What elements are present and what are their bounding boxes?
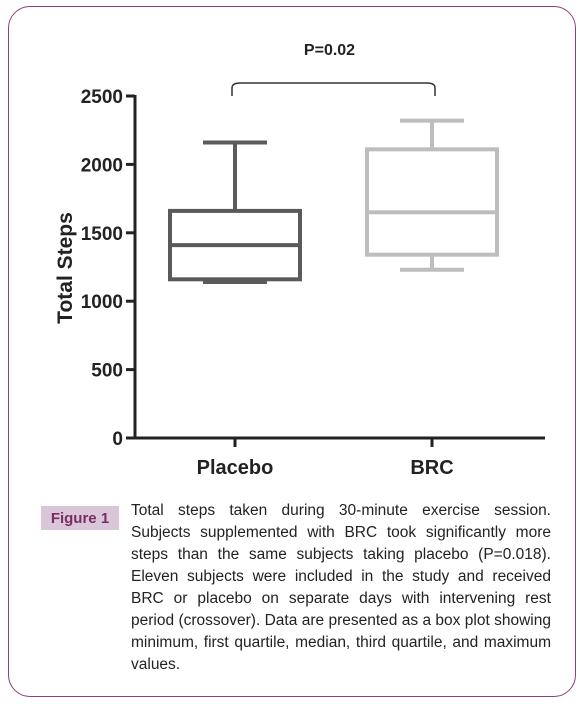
y-tick-label: 500 (91, 361, 123, 382)
x-tick-label: Placebo (197, 457, 274, 479)
y-axis-label: Total Steps (54, 212, 77, 324)
y-tick-label: 2000 (81, 155, 123, 176)
x-tick-label: BRC (410, 457, 453, 479)
iqr-box (365, 147, 499, 257)
y-tick-label: 2500 (81, 87, 123, 108)
box-plot-chart: 0 500 1000 1500 2000 2500 Placebo BRC P=0.02 T… (54, 42, 545, 479)
figure-label: Figure 1 (41, 506, 119, 530)
figure-frame (8, 6, 576, 697)
y-tick-label: 1500 (81, 224, 123, 245)
y-tick-label: 1000 (81, 292, 123, 313)
box-brc (365, 118, 499, 272)
figure-caption: Total steps taken during 30-minute exerc… (131, 502, 551, 673)
significance-annotation: P=0.02 (231, 42, 436, 96)
p-value-label: P=0.02 (304, 42, 355, 59)
box-placebo (168, 140, 302, 285)
y-tick-label: 0 (112, 429, 123, 450)
boxes (168, 118, 499, 285)
y-axis: 0 500 1000 1500 2000 2500 (81, 87, 137, 450)
x-axis: Placebo BRC (135, 436, 545, 479)
significance-bracket (231, 82, 436, 96)
